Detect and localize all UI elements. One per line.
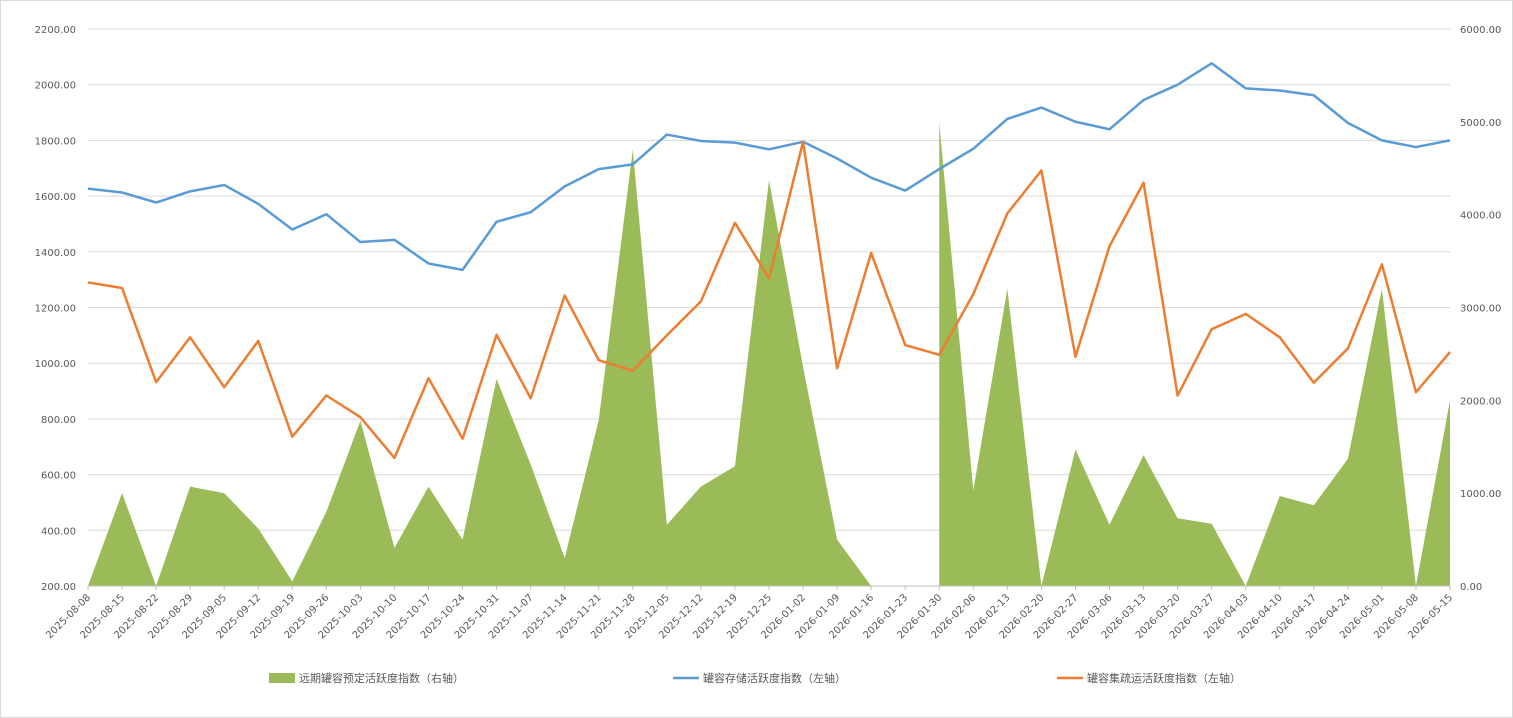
left-axis-tick-label: 800.00 — [41, 415, 76, 426]
right-axis-tick-label: 2000.00 — [1460, 396, 1501, 407]
right-y-axis: 0.00 1000.00 2000.00 3000.00 4000.00 5000.00 6… — [1460, 25, 1501, 593]
left-axis-tick-label: 1400.00 — [35, 248, 76, 259]
left-axis-tick-label: 1200.00 — [35, 304, 76, 315]
legend-label-1: 远期罐容预定活跃度指数（右轴） — [299, 671, 464, 685]
line-series-1 — [87, 62, 1451, 272]
area-series-shape — [939, 122, 1450, 587]
legend: 远期罐容预定活跃度指数（右轴） 罐容存储活跃度指数（左轴） 罐容集疏运活跃度指数（左… — [269, 671, 1241, 685]
right-axis-tick-label: 0.00 — [1460, 582, 1482, 593]
legend-label-3: 罐容集疏运活跃度指数（左轴） — [1087, 671, 1241, 685]
left-axis-tick-label: 200.00 — [41, 582, 76, 593]
right-axis-tick-label: 4000.00 — [1460, 211, 1501, 222]
legend-swatch-1 — [269, 673, 295, 683]
line-series-layer — [87, 62, 1451, 460]
left-axis-tick-label: 1800.00 — [35, 136, 76, 147]
left-axis-tick-label: 600.00 — [41, 471, 76, 482]
right-axis-tick-label: 1000.00 — [1460, 489, 1501, 500]
left-axis-tick-label: 400.00 — [41, 526, 76, 537]
line-series-2 — [87, 140, 1451, 460]
x-axis: 2025-08-082025-08-152025-08-222025-08-29… — [44, 585, 1455, 641]
left-axis-tick-label: 2200.00 — [35, 25, 76, 36]
left-axis-tick-label: 2000.00 — [35, 81, 76, 92]
legend-label-2: 罐容存储活跃度指数（左轴） — [703, 671, 846, 685]
left-axis-tick-label: 1600.00 — [35, 192, 76, 203]
right-axis-tick-label: 6000.00 — [1460, 25, 1501, 36]
right-axis-tick-label: 5000.00 — [1460, 118, 1501, 129]
left-y-axis: 200.00 400.00 600.00 800.00 1000.00 1200.00 14… — [35, 25, 76, 593]
area-series-layer — [88, 122, 1450, 587]
area-series-shape — [88, 149, 872, 586]
right-axis-tick-label: 3000.00 — [1460, 304, 1501, 315]
left-axis-tick-label: 1000.00 — [35, 359, 76, 370]
